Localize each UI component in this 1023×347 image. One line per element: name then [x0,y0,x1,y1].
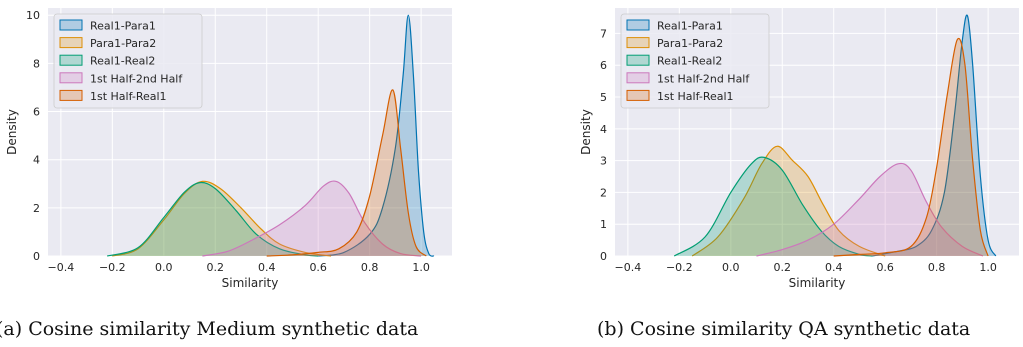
density-chart-b: −0.4 −0.2 0.0 0.2 0.4 0.6 0.8 1.0 0 1 2 3 4 5 6 7 Simila… [579,8,1019,290]
x-tick-label: 0.6 [876,261,894,274]
y-tick-label: 5 [600,91,607,104]
legend-swatch [59,89,83,101]
series-line [756,162,984,257]
series-line [318,14,435,257]
legend-swatch [626,54,650,66]
legend-label: 1st Half-Real1 [90,90,167,103]
y-axis-label: Density [5,109,19,155]
x-tick-label: 1.0 [412,261,430,274]
y-tick-label: 6 [33,106,40,119]
x-tick-label: −0.4 [615,261,642,274]
legend-label: Para1-Para2 [657,37,723,50]
x-tick-label: −0.2 [666,261,693,274]
y-tick-label: 3 [600,155,607,168]
chart-caption: (b) Cosine similarity QA synthetic data [597,318,971,340]
legend-swatch [626,19,650,31]
series-line [112,180,332,257]
series-fill [318,15,434,257]
y-tick-label: 2 [33,202,40,215]
series-fill [872,15,996,257]
legend-label: Para1-Para2 [90,37,156,50]
chart-panel-b: −0.4 −0.2 0.0 0.2 0.4 0.6 0.8 1.0 0 1 2 3 4 5 6 7 Simila… [520,0,1023,347]
y-tick-label: 0 [33,250,40,263]
legend-label: 1st Half-2nd Half [90,72,183,85]
legend: Real1-Para1 Para1-Para2 Real1-Real2 1st Hal… [53,13,203,109]
series-fill [202,181,422,256]
legend-swatch [59,72,83,84]
x-tick-label: 1.0 [979,261,997,274]
x-tick-label: 0.2 [774,261,792,274]
x-tick-label: 0.0 [155,261,173,274]
legend-label: Real1-Para1 [90,20,156,33]
legend-swatch [59,37,83,49]
legend-swatch [626,89,650,101]
y-tick-label: 0 [600,250,607,263]
series-fill [266,89,427,256]
x-tick-label: 0.4 [825,261,843,274]
y-tick-label: 6 [600,59,607,72]
x-tick-label: 0.4 [258,261,276,274]
x-tick-label: −0.4 [48,261,75,274]
x-tick-label: 0.8 [361,261,379,274]
series-fill [112,181,332,256]
series-line [872,14,997,257]
chart-panel-a: −0.4 −0.2 0.0 0.2 0.4 0.6 0.8 1.0 0 2 4 6 8 10 Similar… [0,0,500,347]
series-line [202,180,422,257]
x-axis-label: Similarity [222,276,279,290]
x-tick-label: 0.0 [722,261,740,274]
y-tick-label: 8 [33,57,40,70]
chart-caption: (a) Cosine similarity Medium synthetic d… [0,318,419,340]
series-fill [833,38,989,256]
series-line [266,89,427,257]
y-tick-label: 2 [600,186,607,199]
series-fill [107,182,319,256]
legend-label: Real1-Real2 [657,55,722,68]
y-tick-label: 4 [33,154,40,167]
legend-box [620,13,770,109]
legend-label: 1st Half-Real1 [657,90,734,103]
series-line [673,156,873,257]
legend-label: Real1-Real2 [90,55,155,68]
series-line [107,181,319,257]
x-tick-label: −0.2 [99,261,126,274]
y-tick-label: 10 [26,9,40,22]
legend-swatch [59,54,83,66]
x-axis-label: Similarity [789,276,846,290]
series-fill [674,157,873,256]
x-tick-label: 0.6 [309,261,327,274]
y-tick-label: 1 [600,218,607,231]
series-line [691,145,886,257]
x-tick-label: 0.8 [928,261,946,274]
y-axis-label: Density [579,109,593,155]
y-tick-label: 4 [600,123,607,136]
legend-swatch [59,19,83,31]
legend-label: 1st Half-2nd Half [657,72,750,85]
series-line [833,37,989,257]
legend-swatch [626,72,650,84]
legend-label: Real1-Para1 [657,20,723,33]
legend-swatch [626,37,650,49]
density-chart-a: −0.4 −0.2 0.0 0.2 0.4 0.6 0.8 1.0 0 2 4 6 8 10 Similar… [5,8,452,290]
y-tick-label: 7 [600,27,607,40]
legend-box [53,13,203,109]
legend: Real1-Para1 Para1-Para2 Real1-Real2 1st Hal… [620,13,770,109]
series-fill [756,163,983,256]
x-tick-label: 0.2 [207,261,225,274]
